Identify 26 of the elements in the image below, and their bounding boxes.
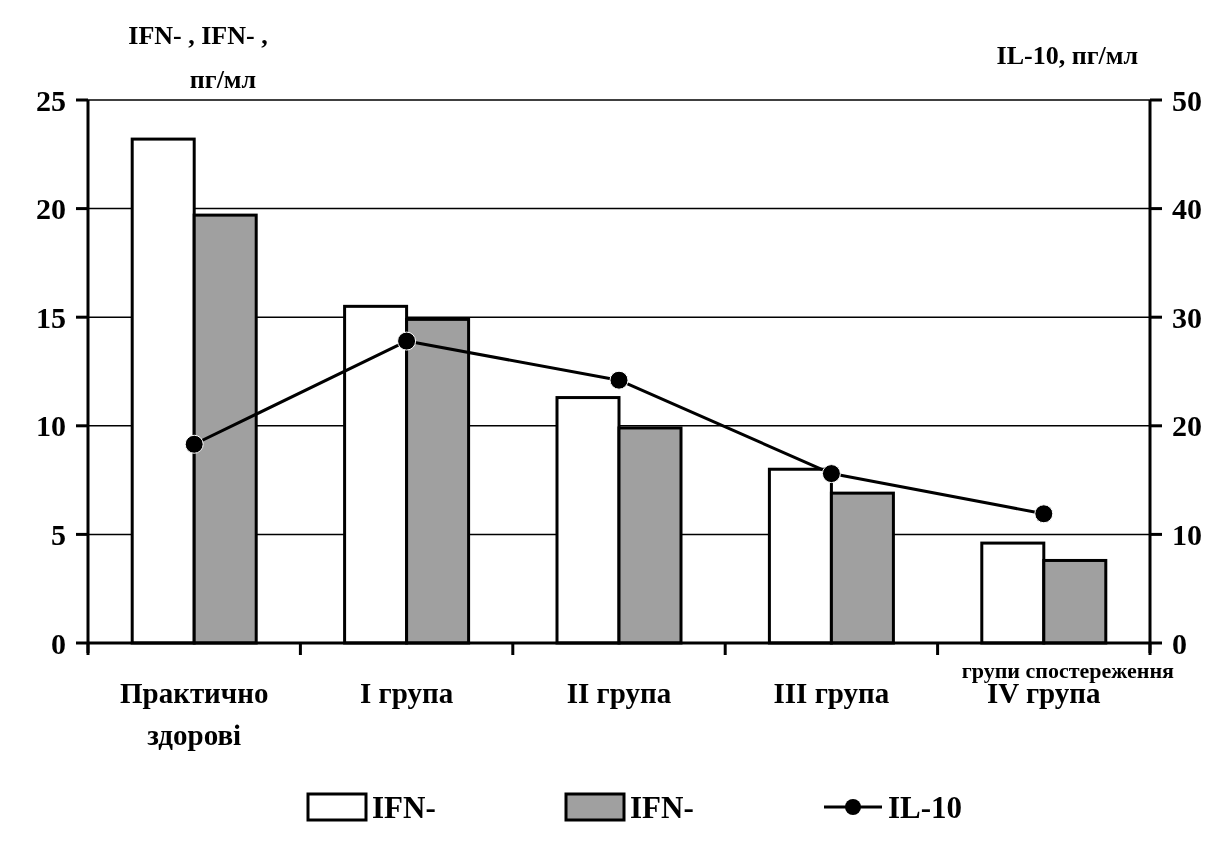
y2-axis-title: IL-10, пг/мл (996, 41, 1138, 70)
x-tick-label: III група (773, 677, 890, 709)
y-tick-label: 25 (36, 83, 66, 117)
y2-tick-label: 30 (1172, 300, 1202, 334)
point (1034, 504, 1054, 524)
y2-tick-label: 0 (1172, 626, 1187, 660)
y-axis-title: IFN- , IFN- , пг/мл (128, 21, 268, 94)
y2-tick-label: 40 (1172, 192, 1202, 226)
x-tick-label: I група (360, 677, 454, 709)
y-tick-label: 15 (36, 300, 66, 334)
x-tick-label: Практично здорові (119, 677, 269, 751)
x-tick-label: II група (566, 677, 672, 709)
y-tick-label: 5 (51, 517, 66, 551)
legend-label: IFN- (372, 790, 436, 825)
point (397, 331, 417, 351)
y-tick-label: 0 (51, 626, 66, 660)
point (821, 464, 841, 484)
y-tick-label: 20 (36, 192, 66, 226)
y2-tick-label: 10 (1172, 517, 1202, 551)
y2-tick-label: 20 (1172, 409, 1202, 443)
legend-label: IL-10 (888, 790, 963, 825)
point (609, 370, 629, 390)
y-tick-label: 10 (36, 409, 66, 443)
legend-label: IFN- (630, 790, 694, 825)
point (184, 434, 204, 454)
y2-tick-label: 50 (1172, 83, 1202, 117)
